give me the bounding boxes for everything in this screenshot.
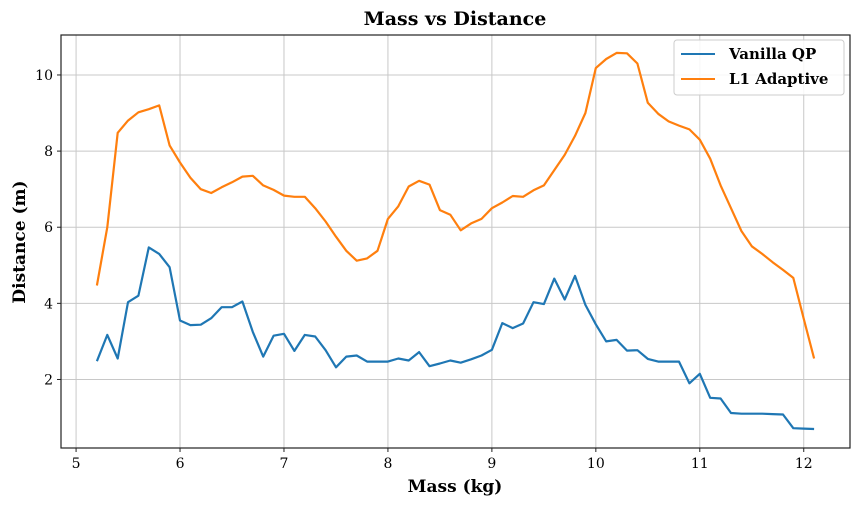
y-axis-label: Distance (m) [10,180,30,303]
x-tick-label: 6 [176,456,185,472]
y-tick-label: 2 [44,372,53,388]
y-axis: 2 4 6 8 10 [35,68,61,388]
series-line-l1-adaptive [95,51,816,359]
chart-title: Mass vs Distance [364,8,547,30]
x-tick-label: 5 [72,456,81,472]
legend-box [673,39,845,96]
legend-label-vanilla-qp: Vanilla QP [728,45,816,63]
x-tick-label: 10 [587,456,605,472]
y-tick-label: 10 [35,68,53,84]
series-line-vanilla-qp [95,246,815,431]
x-axis: 5 6 7 8 9 10 11 12 [72,448,813,472]
x-tick-label: 8 [383,456,392,472]
x-axis-label: Mass (kg) [408,477,503,497]
x-tick-label: 12 [795,456,813,472]
series-lines [95,51,816,431]
legend-label-l1-adaptive: L1 Adaptive [729,70,828,88]
y-tick-label: 6 [44,220,53,236]
y-tick-label: 8 [44,144,53,160]
y-tick-label: 4 [44,296,53,312]
legend: Vanilla QP L1 Adaptive [673,39,845,96]
x-tick-label: 7 [280,456,289,472]
x-tick-label: 11 [691,456,709,472]
grid [61,35,850,448]
x-tick-label: 9 [487,456,496,472]
plot-frame [60,34,851,449]
